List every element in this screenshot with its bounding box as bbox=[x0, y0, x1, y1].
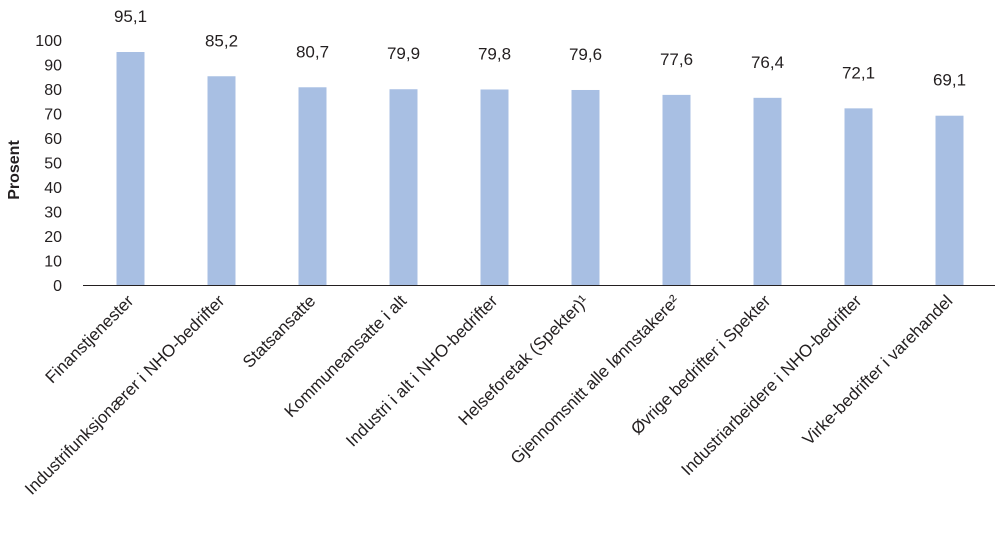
bar bbox=[298, 87, 327, 285]
data-label: 95,1 bbox=[114, 7, 147, 26]
y-tick-label: 0 bbox=[53, 278, 62, 295]
category-label: Virke-bedrifter i varehandel bbox=[799, 291, 957, 449]
y-tick-label: 60 bbox=[44, 131, 62, 148]
y-tick-label: 80 bbox=[44, 82, 62, 99]
y-tick-label: 50 bbox=[44, 156, 62, 173]
data-label: 85,2 bbox=[205, 31, 238, 50]
bar bbox=[844, 108, 873, 285]
data-label: 79,8 bbox=[478, 44, 511, 63]
y-axis: 0 10 20 30 40 50 60 70 80 90 100 bbox=[35, 33, 62, 295]
category-label: Industrifunksjonærer i NHO-bedrifter bbox=[21, 291, 228, 498]
data-label: 72,1 bbox=[842, 63, 875, 82]
bar bbox=[389, 89, 418, 286]
data-label: 69,1 bbox=[933, 71, 966, 90]
category-label: Finanstjenester bbox=[42, 291, 138, 387]
y-tick-label: 90 bbox=[44, 58, 62, 75]
data-label: 80,7 bbox=[296, 42, 329, 61]
bar bbox=[662, 94, 691, 285]
y-tick-label: 20 bbox=[44, 229, 62, 246]
y-tick-label: 10 bbox=[44, 254, 62, 271]
data-label: 79,6 bbox=[569, 45, 602, 64]
bar-series bbox=[116, 52, 964, 286]
data-label: 77,6 bbox=[660, 50, 693, 69]
bar bbox=[116, 52, 145, 285]
data-label: 76,4 bbox=[751, 53, 784, 72]
y-tick-label: 40 bbox=[44, 180, 62, 197]
data-label: 79,9 bbox=[387, 44, 420, 63]
y-tick-label: 100 bbox=[35, 33, 62, 50]
bar bbox=[571, 89, 600, 285]
y-tick-label: 30 bbox=[44, 205, 62, 222]
category-label: Statsansatte bbox=[239, 291, 319, 371]
category-label: Industriarbeidere i NHO-bedrifter bbox=[678, 291, 866, 479]
data-labels: 95,1 85,2 80,7 79,9 79,8 79,6 77,6 76,4 72,1 69,1 bbox=[114, 7, 966, 90]
bar bbox=[753, 97, 782, 285]
y-tick-label: 70 bbox=[44, 107, 62, 124]
bar bbox=[480, 89, 509, 286]
category-label: Industri i alt i NHO-bedrifter bbox=[342, 291, 501, 450]
bar bbox=[935, 115, 964, 285]
y-axis-title: Prosent bbox=[6, 140, 23, 200]
bar bbox=[207, 76, 236, 285]
category-label: Gjennomsnitt alle lønnstakere² bbox=[507, 291, 684, 468]
